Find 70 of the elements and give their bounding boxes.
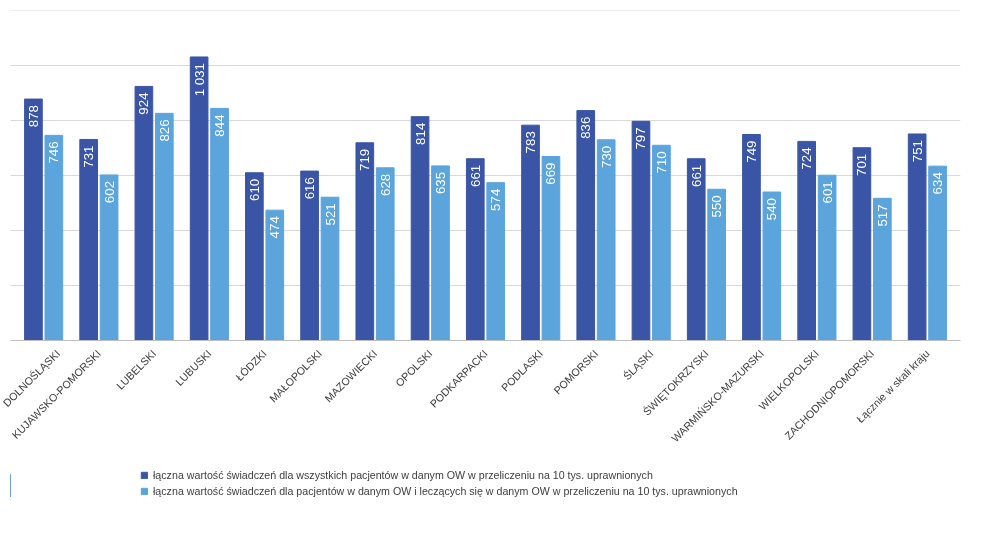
data-label: 634 bbox=[930, 171, 946, 195]
bar bbox=[817, 174, 837, 341]
bar bbox=[44, 134, 64, 341]
data-label: 746 bbox=[46, 141, 62, 164]
bar bbox=[99, 174, 119, 341]
bar bbox=[154, 112, 174, 341]
data-label: 719 bbox=[357, 148, 373, 172]
bar bbox=[521, 124, 540, 341]
bar bbox=[265, 209, 285, 341]
data-label: 814 bbox=[412, 122, 428, 145]
bar bbox=[486, 182, 506, 341]
bar bbox=[79, 138, 98, 341]
data-label: 1 031 bbox=[191, 62, 207, 97]
bar bbox=[576, 110, 596, 341]
bar bbox=[465, 158, 485, 341]
data-label: 635 bbox=[432, 171, 448, 195]
data-label: 602 bbox=[101, 180, 117, 204]
bar bbox=[410, 116, 430, 341]
bar bbox=[320, 196, 340, 341]
data-label: 783 bbox=[523, 131, 539, 154]
bar bbox=[907, 133, 927, 341]
data-label: 731 bbox=[81, 145, 97, 168]
bar bbox=[928, 165, 947, 341]
bar bbox=[541, 156, 561, 341]
bar bbox=[375, 167, 395, 341]
bar bbox=[686, 158, 706, 341]
bar bbox=[762, 191, 782, 341]
data-label: 730 bbox=[598, 145, 614, 168]
bar bbox=[245, 172, 264, 341]
bar bbox=[742, 134, 761, 341]
bar bbox=[355, 142, 375, 341]
data-label: 797 bbox=[633, 127, 649, 150]
data-label: 724 bbox=[799, 146, 815, 170]
bar bbox=[631, 120, 651, 341]
data-label: 669 bbox=[543, 162, 559, 185]
bar bbox=[652, 144, 671, 341]
data-label: 616 bbox=[302, 177, 318, 200]
bar bbox=[797, 140, 817, 341]
bar bbox=[189, 56, 209, 341]
data-label: 826 bbox=[156, 119, 172, 142]
bar bbox=[210, 107, 229, 341]
bar bbox=[24, 98, 43, 341]
bar bbox=[596, 139, 616, 341]
legend-label: łączna wartość świadczeń dla wszystkich pacjentów w danym OW w przeliczeniu na 10 tys. uprawnionych bbox=[153, 469, 653, 481]
legend-label: łączna wartość świadczeń dla pacjentów w danym OW i leczących się w danym OW w przeliczeniu na 10 tys. uprawnionych bbox=[153, 485, 738, 497]
bar bbox=[431, 165, 450, 341]
data-label: 710 bbox=[653, 151, 669, 174]
data-label: 474 bbox=[267, 215, 283, 239]
data-label: 749 bbox=[743, 140, 759, 163]
data-label: 878 bbox=[25, 105, 41, 128]
data-label: 601 bbox=[819, 181, 835, 204]
bar bbox=[873, 197, 892, 341]
data-label: 701 bbox=[854, 153, 870, 176]
data-label: 540 bbox=[764, 197, 780, 221]
data-label: 550 bbox=[709, 195, 725, 218]
data-label: 521 bbox=[322, 203, 338, 226]
data-label: 628 bbox=[377, 173, 393, 197]
data-label: 661 bbox=[467, 164, 483, 187]
data-label: 610 bbox=[246, 178, 262, 201]
data-label: 836 bbox=[578, 116, 594, 139]
bar bbox=[300, 170, 319, 341]
data-label: 924 bbox=[136, 91, 152, 115]
bar bbox=[852, 147, 872, 341]
bar bbox=[134, 85, 154, 341]
data-label: 751 bbox=[909, 139, 925, 163]
bar bbox=[707, 188, 726, 341]
data-label: 844 bbox=[212, 113, 228, 137]
data-label: 574 bbox=[488, 188, 504, 211]
data-label: 517 bbox=[874, 204, 890, 227]
data-label: 661 bbox=[688, 164, 704, 187]
